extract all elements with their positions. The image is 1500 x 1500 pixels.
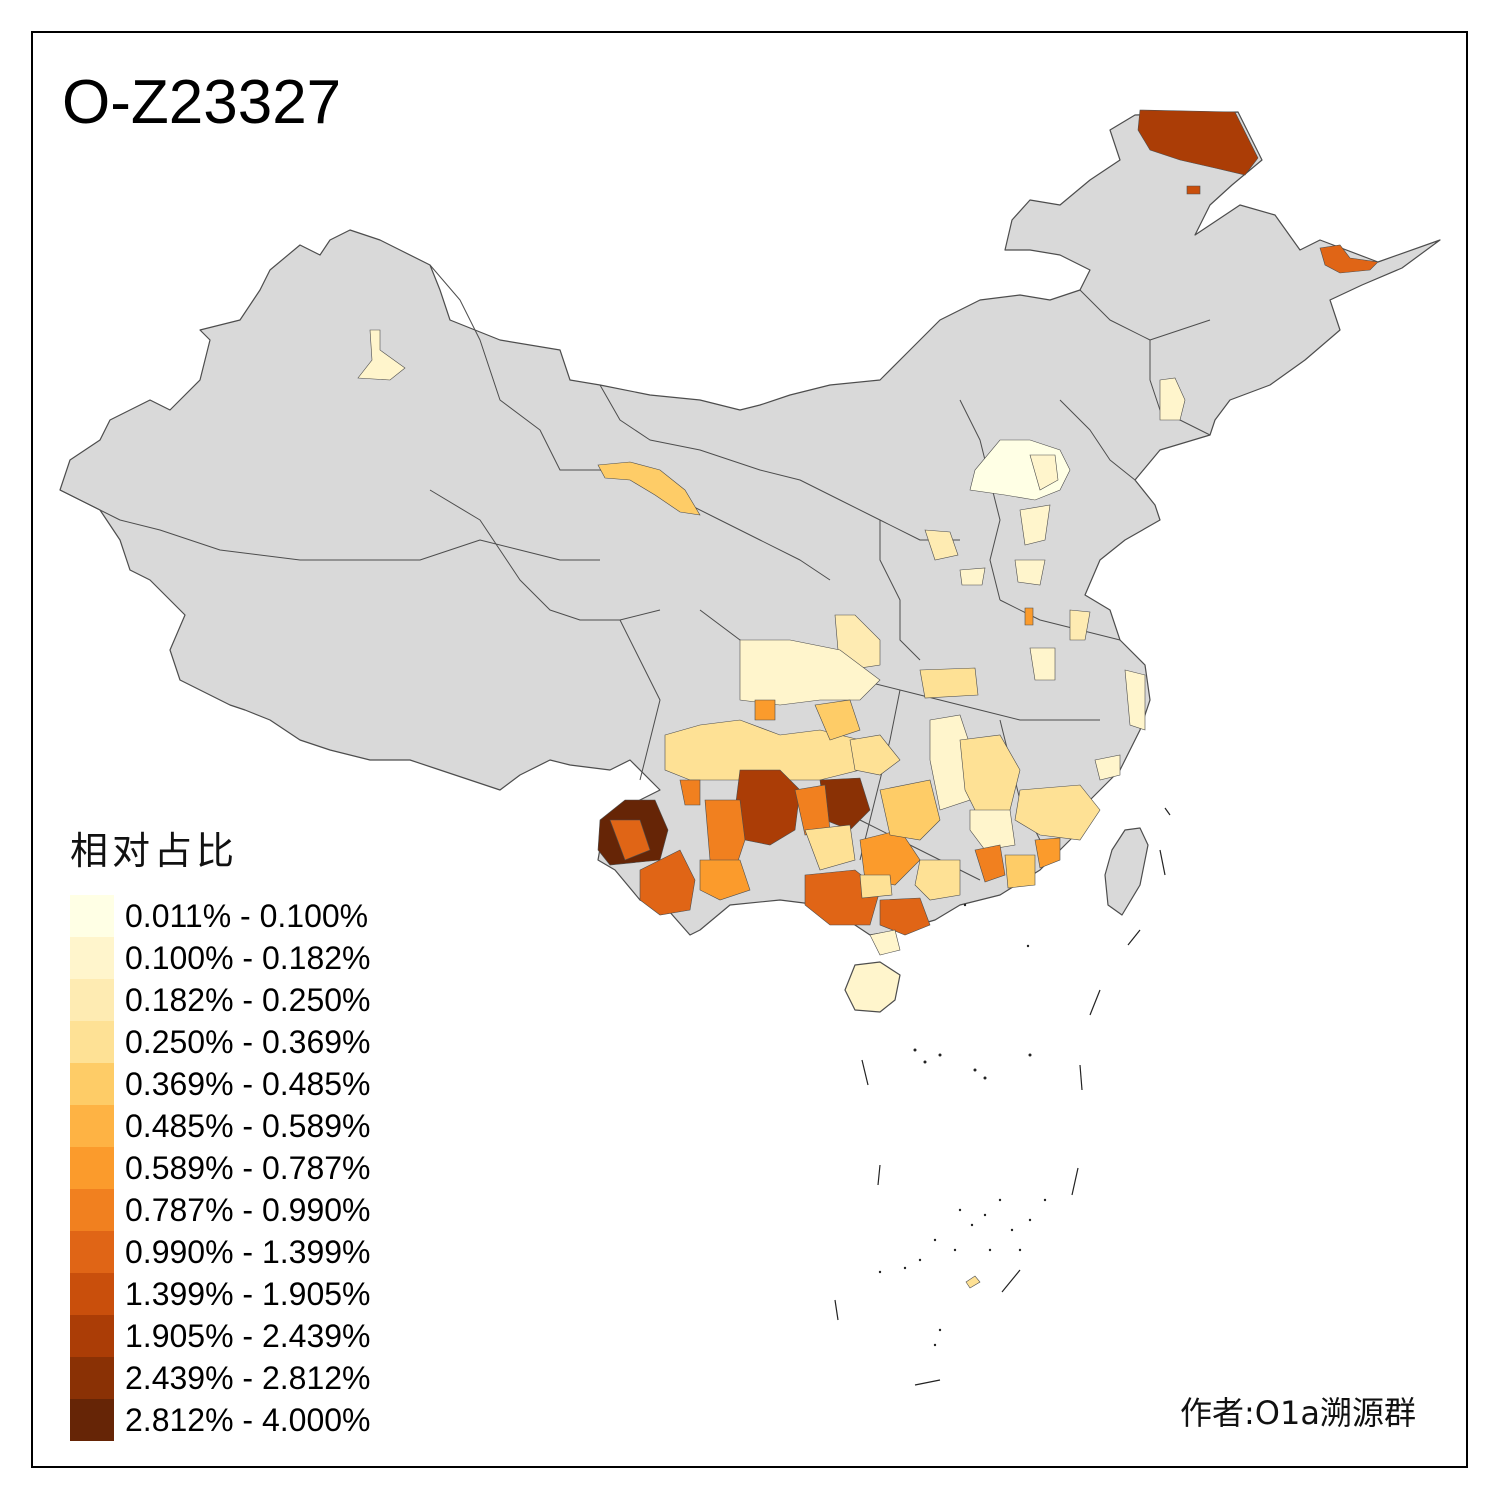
region-sichuan-orange-a [754,699,776,721]
legend-swatch [70,1147,114,1189]
region-chongqing [849,734,901,776]
region-yunnan-s [639,849,696,916]
region-north-heilongjiang [1137,109,1259,176]
legend-label: 0.369% - 0.485% [125,1065,371,1102]
region-hunan [879,779,941,841]
legend-rows: 0.011% - 0.100% 0.100% - 0.182% 0.182% - 0… [70,895,371,1441]
region-sichuan-west [739,639,881,706]
legend-item: 0.182% - 0.250% [70,979,371,1021]
region-small-heilongjiang [1186,185,1201,195]
region-yunnan-mid [704,799,746,871]
legend-item: 1.399% - 1.905% [70,1273,371,1315]
region-guangdong-a [974,844,1006,883]
region-jiangsu-patch [1069,609,1091,641]
region-guangdong-d [1004,854,1036,889]
region-hunan-w [804,824,856,871]
legend-item: 2.812% - 4.000% [70,1399,371,1441]
legend-item: 0.589% - 0.787% [70,1147,371,1189]
legend-label: 0.011% - 0.100% [125,897,369,934]
scattered-islets [878,903,1047,1347]
legend-swatch [70,937,114,979]
legend-item: 0.250% - 0.369% [70,1021,371,1063]
legend-label: 2.812% - 4.000% [125,1401,371,1438]
legend-label: 0.787% - 0.990% [125,1191,371,1228]
legend-swatch [70,1105,114,1147]
legend-swatch [70,1231,114,1273]
legend-swatch [70,1189,114,1231]
region-guangdong-coast [869,929,901,956]
legend-item: 2.439% - 2.812% [70,1357,371,1399]
region-guangxi-s [879,897,931,936]
hainan-island [844,961,901,1013]
legend-label: 2.439% - 2.812% [125,1359,371,1396]
region-east-heilongjiang [1319,244,1379,274]
legend-item: 0.011% - 0.100% [70,895,371,937]
region-tianjin-patch [1019,504,1051,546]
legend-swatch [70,1357,114,1399]
legend-label: 0.250% - 0.369% [125,1023,371,1060]
legend-label: 1.399% - 1.905% [125,1275,371,1312]
region-guangdong-b [1034,837,1061,869]
region-yunnan-orange [679,779,701,806]
region-guangxi-lower [859,874,893,899]
legend-item: 0.990% - 1.399% [70,1231,371,1273]
mainland-china-shape [59,111,1441,936]
legend-item: 0.369% - 0.485% [70,1063,371,1105]
region-zhejiang-strip2 [1094,754,1121,781]
legend-swatch [70,1315,114,1357]
region-yunnan-east [699,859,751,901]
legend-item: 1.905% - 2.439% [70,1315,371,1357]
legend-label: 0.182% - 0.250% [125,981,371,1018]
legend-swatch [70,1063,114,1105]
highlighted-regions [357,109,1379,1289]
legend-title: 相对占比 [70,829,239,873]
region-henan-orange [919,667,979,699]
legend-item: 0.100% - 0.182% [70,937,371,979]
legend-swatch [70,979,114,1021]
region-hubei-patch [1029,647,1056,681]
map-title: O-Z23327 [62,68,342,137]
region-shanxi-patch [924,529,959,561]
legend-swatch [70,1399,114,1441]
legend-swatch [70,1273,114,1315]
south-china-sea-features [834,807,1171,1386]
region-sichuan-orange-b [814,699,861,741]
legend-item: 0.485% - 0.589% [70,1105,371,1147]
region-guangdong-c [914,859,961,901]
legend-label: 1.905% - 2.439% [125,1317,371,1354]
region-anhui-small [1024,607,1034,626]
legend-label: 0.485% - 0.589% [125,1107,371,1144]
legend: 相对占比 0.011% - 0.100% 0.100% - 0.182% 0.182… [70,820,371,1441]
region-xinjiang-patch [357,329,406,381]
legend-item: 0.787% - 0.990% [70,1189,371,1231]
legend-label: 0.589% - 0.787% [125,1149,371,1186]
region-shandong-patch [959,567,986,586]
region-zhejiang-strip [1124,669,1146,731]
taiwan-island [1104,827,1149,916]
region-gansu-corridor [597,461,701,516]
region-henan-patch [1014,559,1046,586]
region-yunnan-w2 [609,819,651,861]
legend-label: 0.100% - 0.182% [125,939,371,976]
legend-swatch [70,1021,114,1063]
region-island-dot [965,1275,981,1289]
legend-label: 0.990% - 1.399% [125,1233,371,1270]
region-hebei-patch [1029,454,1059,491]
region-jilin-patch [1159,377,1186,421]
region-fujian [1014,784,1101,841]
author-credit: 作者:O1a溯源群 [1180,1394,1416,1432]
legend-swatch [70,895,114,937]
china-landmass [59,111,1441,1013]
